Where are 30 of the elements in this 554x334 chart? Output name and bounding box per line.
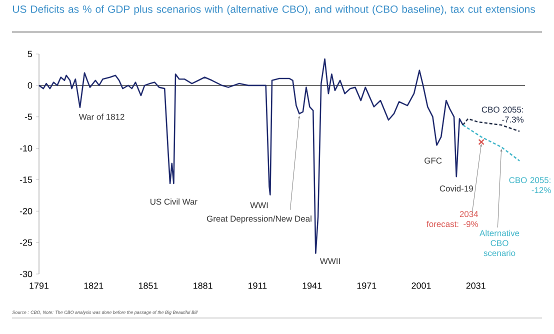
annotation: 2034 forecast: -9% — [426, 211, 478, 228]
y-tick-label: -20 — [20, 208, 32, 214]
y-tick-label: 5 — [28, 50, 32, 58]
x-tick-label: 1881 — [194, 282, 212, 289]
y-tick-label: -30 — [20, 270, 32, 278]
annotation: US Civil War — [150, 198, 198, 205]
line-series — [462, 124, 520, 162]
annotation: CBO 2055: -12% — [509, 177, 551, 194]
x-tick-label: 1971 — [357, 282, 376, 289]
x-tick-label: 2001 — [412, 282, 431, 289]
y-tick-label: -5 — [24, 114, 32, 120]
x-tick-label: 1941 — [302, 282, 322, 289]
x-tick-label: 1791 — [30, 282, 49, 289]
annotation: WWI — [250, 202, 268, 208]
y-tick-label: 0 — [28, 82, 32, 89]
chart-title: US Deficits as % of GDP plus scenarios with (alternative CBO), and without (CBO baseline), tax cut extensions — [13, 5, 535, 15]
y-tick-label: -10 — [20, 145, 32, 152]
annotation: Covid-19 — [440, 185, 473, 192]
annotation: War of 1812 — [78, 114, 124, 120]
y-tick-label: -25 — [20, 239, 32, 246]
x-tick-label: 1911 — [248, 282, 267, 289]
x-tick-label: 1821 — [84, 282, 104, 289]
annotation: CBO 2055: -7.3% — [482, 106, 524, 123]
annotation: Alternative CBO scenario — [480, 230, 520, 256]
y-tick-label: -15 — [20, 176, 32, 183]
annotation: Great Depression/New Deal — [206, 215, 312, 224]
annotation: WWII — [320, 258, 340, 264]
x-tick-label: 1851 — [138, 282, 158, 289]
x-tick-label: 2031 — [466, 282, 486, 289]
annotation: GFC — [424, 158, 442, 164]
